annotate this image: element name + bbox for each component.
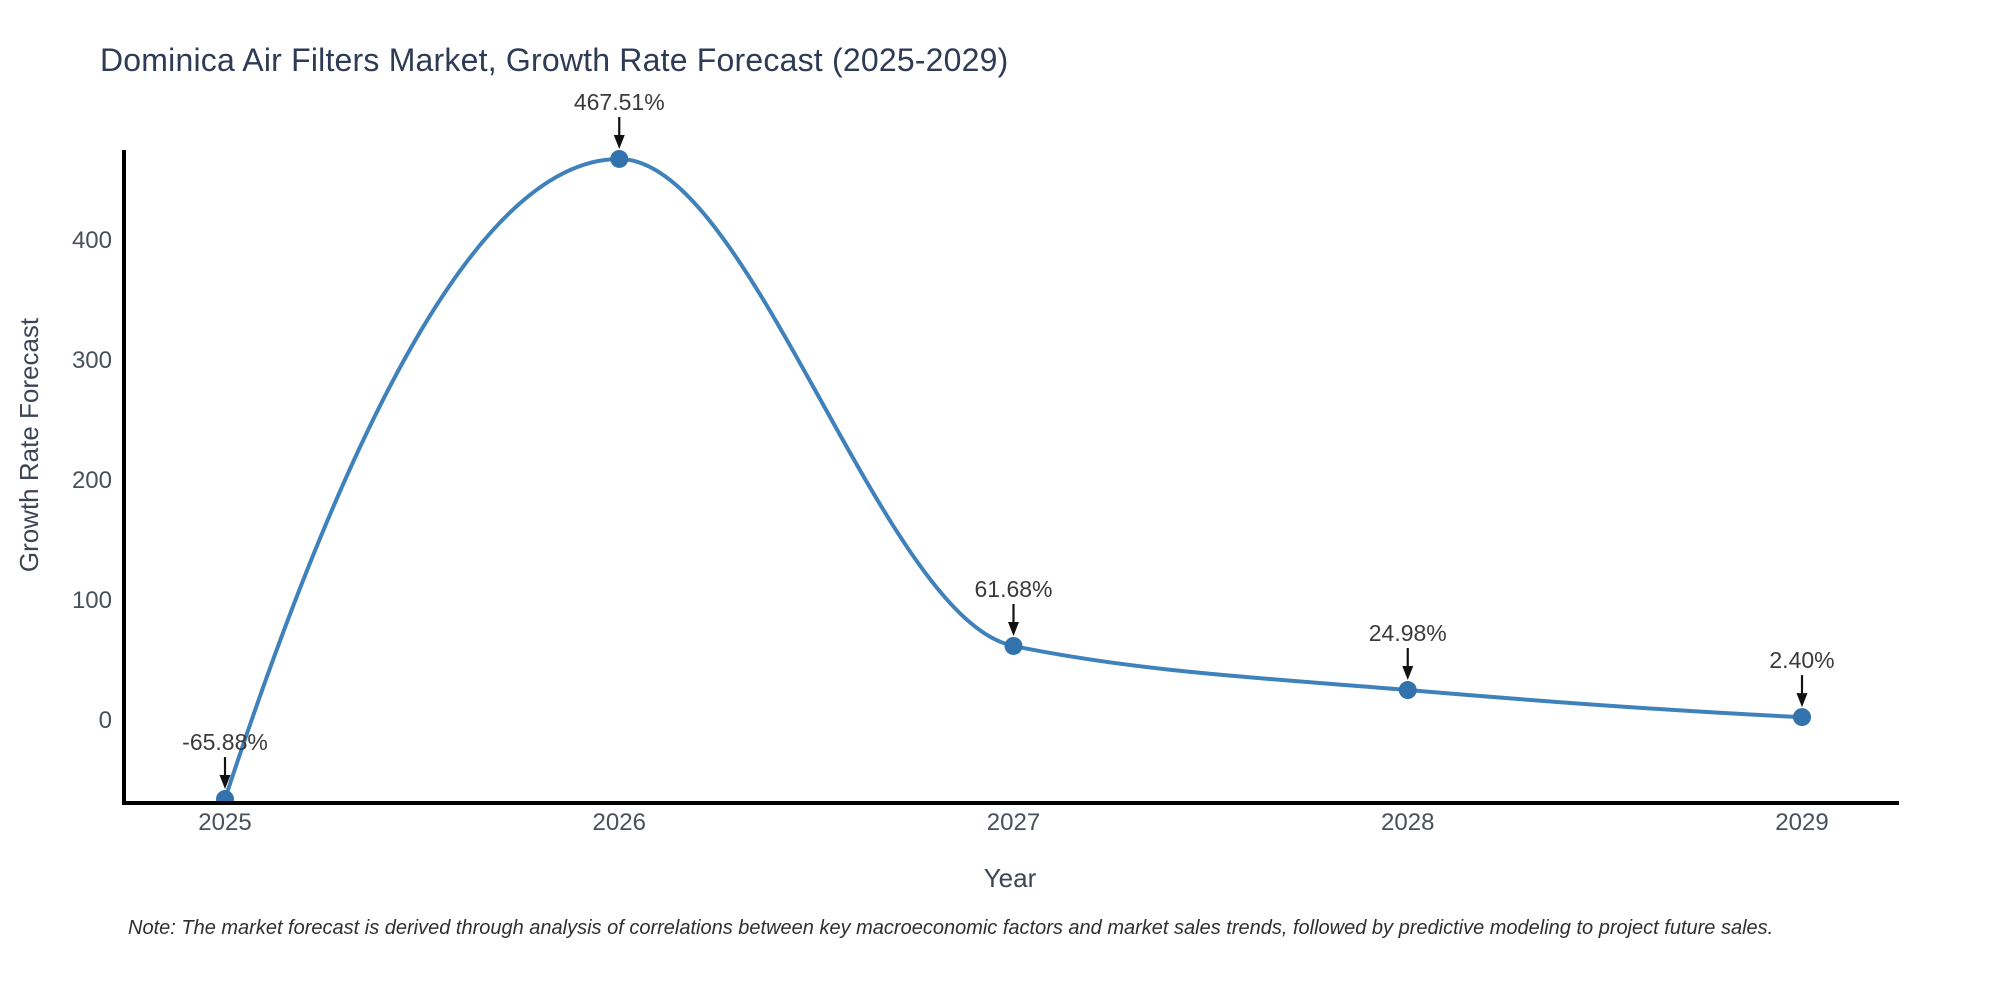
annotation-label: -65.88% xyxy=(182,729,268,755)
y-tick-label: 0 xyxy=(99,707,112,734)
annotation-arrow-head xyxy=(1796,693,1808,708)
y-tick-label: 300 xyxy=(72,347,112,374)
annotation-arrow-head xyxy=(1402,666,1414,681)
point-annotation: 2.40% xyxy=(1769,647,1835,708)
x-tick-label: 2029 xyxy=(1775,809,1828,836)
point-annotation: -65.88% xyxy=(182,729,268,790)
x-tick-label: 2025 xyxy=(198,809,251,836)
point-annotation: 467.51% xyxy=(574,89,665,149)
annotation-label: 24.98% xyxy=(1369,620,1447,646)
point-annotation: 24.98% xyxy=(1369,620,1447,681)
axes-layer xyxy=(122,150,1899,805)
y-tick-label: 100 xyxy=(72,587,112,614)
y-tick-label: 400 xyxy=(72,227,112,254)
x-tick-label: 2027 xyxy=(987,809,1040,836)
series-layer xyxy=(216,149,1811,803)
x-tick-label: 2026 xyxy=(593,809,646,836)
annotation-label: 61.68% xyxy=(974,576,1052,602)
footnote: Note: The market forecast is derived thr… xyxy=(128,917,1774,939)
annotation-label: 2.40% xyxy=(1769,647,1834,673)
chart-title: Dominica Air Filters Market, Growth Rate… xyxy=(100,42,1009,78)
x-axis-title: Year xyxy=(984,863,1037,893)
annotation-arrow-head xyxy=(219,775,231,790)
x-tick-label: 2028 xyxy=(1381,809,1434,836)
data-point-marker xyxy=(1793,708,1811,727)
annotation-label: 467.51% xyxy=(574,89,665,115)
annotations-layer: -65.88% 467.51% 61.68% 24.98% 2.40% xyxy=(182,89,1835,790)
annotation-arrow-head xyxy=(613,134,625,149)
forecast-line xyxy=(223,156,1804,802)
y-axis-title: Growth Rate Forecast xyxy=(14,317,44,572)
data-point-marker xyxy=(216,790,234,803)
data-point-marker xyxy=(1398,681,1417,700)
data-point-marker xyxy=(610,149,629,168)
y-tick-label: 200 xyxy=(72,467,112,494)
data-point-marker xyxy=(1004,636,1023,655)
point-annotation: 61.68% xyxy=(974,576,1053,636)
tick-labels-layer: 0 100 200 300 400 2025 2026 2027 2028 2029 xyxy=(72,227,1829,836)
annotation-arrow-head xyxy=(1008,621,1019,636)
